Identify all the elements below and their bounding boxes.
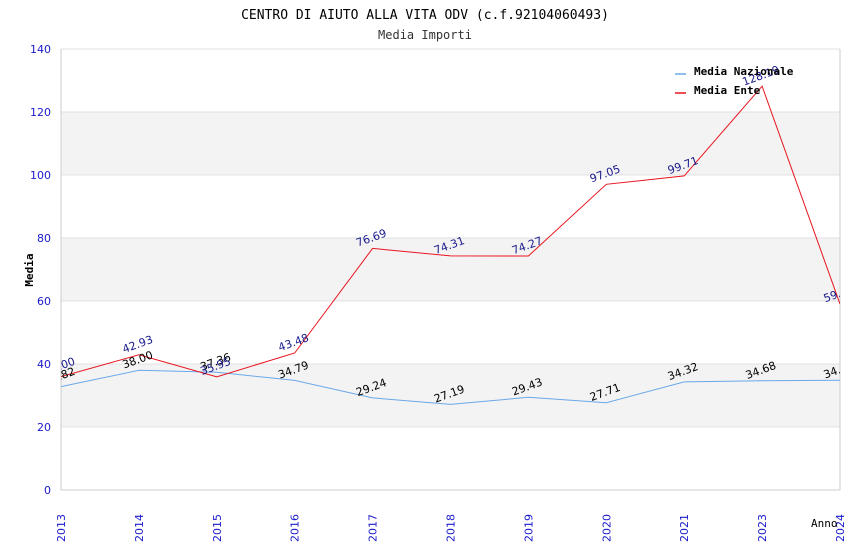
series-line-media-ente bbox=[61, 85, 840, 378]
x-tick-label: 2020 bbox=[600, 514, 613, 542]
y-tick-label: 20 bbox=[37, 421, 51, 434]
grid-band bbox=[61, 364, 840, 427]
x-tick-label: 2013 bbox=[55, 514, 68, 542]
chart-title: CENTRO DI AIUTO ALLA VITA ODV (c.f.92104… bbox=[241, 8, 609, 23]
y-tick-label: 80 bbox=[37, 232, 51, 245]
x-tick-label: 2021 bbox=[678, 514, 691, 542]
x-tick-label: 2015 bbox=[211, 514, 224, 542]
grid-band bbox=[61, 238, 840, 301]
x-tick-label: 2018 bbox=[445, 514, 458, 542]
chart-subtitle: Media Importi bbox=[378, 28, 472, 42]
x-tick-label: 2014 bbox=[133, 514, 146, 542]
x-axis-label: Anno bbox=[811, 517, 838, 530]
y-tick-label: 0 bbox=[44, 484, 51, 497]
x-tick-label: 2016 bbox=[289, 514, 302, 542]
x-tick-label: 2019 bbox=[522, 514, 535, 542]
legend-item-media-ente: Media Ente bbox=[675, 84, 761, 97]
x-tick-label: 2017 bbox=[367, 514, 380, 542]
legend: Media Nazionale Media Ente bbox=[675, 65, 794, 97]
y-axis-label: Media bbox=[23, 253, 36, 286]
y-tick-label: 140 bbox=[30, 43, 51, 56]
x-tick-label: 2024 bbox=[834, 514, 847, 542]
legend-label-media-nazionale: Media Nazionale bbox=[694, 65, 794, 78]
legend-item-media-nazionale: Media Nazionale bbox=[675, 65, 794, 78]
y-tick-label: 120 bbox=[30, 106, 51, 119]
y-tick-label: 100 bbox=[30, 169, 51, 182]
series-line-media-nazionale bbox=[61, 369, 840, 405]
x-tick-label: 2023 bbox=[756, 514, 769, 542]
grid-band bbox=[61, 112, 840, 175]
y-tick-label: 40 bbox=[37, 358, 51, 371]
legend-label-media-ente: Media Ente bbox=[694, 84, 761, 97]
data-label: 43.48 bbox=[276, 331, 310, 354]
y-tick-label: 60 bbox=[37, 295, 51, 308]
